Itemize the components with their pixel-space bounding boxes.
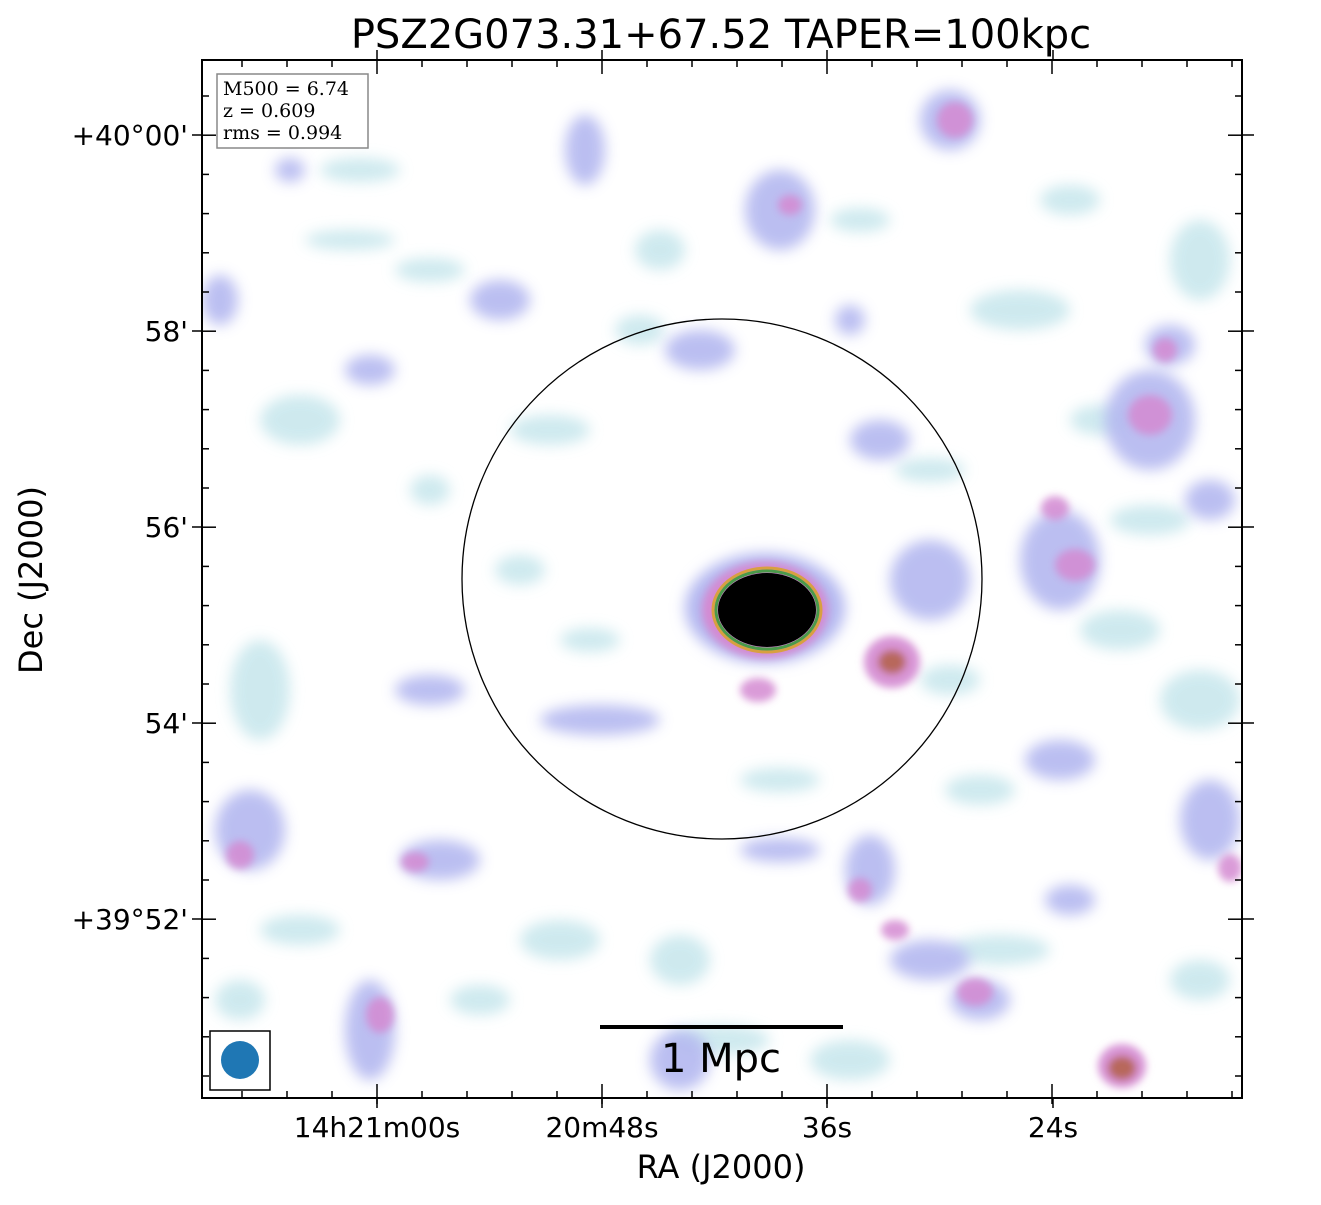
info-box: M500 = 6.74 z = 0.609 rms = 0.994 [216,73,369,149]
beam-ellipse [221,1041,259,1079]
plot-title: PSZ2G073.31+67.52 TAPER=100kpc [351,12,1091,58]
info-rms: rms = 0.994 [223,122,342,144]
plot-frame [201,59,1243,1099]
high-level-emission [226,102,1242,1033]
x-tick-label: 24s [1028,1111,1078,1144]
y-tick-label: 58' [145,315,188,348]
scalebar-label: 1 Mpc [661,1036,781,1082]
x-tick-labels: 14h21m00s 20m48s 36s 24s [294,1111,1078,1144]
y-tick-label: 54' [145,707,188,740]
r500-circle [461,318,983,840]
y-tick-label: 56' [145,511,188,544]
beam-indicator [209,1030,271,1091]
peak-emission [864,636,1146,1088]
emission-map [202,90,1242,1090]
central-source [685,553,845,663]
y-axis-label: Dec (J2000) [12,486,50,674]
axis-ticks [192,50,1254,1108]
x-axis-label: RA (J2000) [637,1148,806,1186]
x-tick-label: 14h21m00s [294,1111,461,1144]
y-tick-labels: +40°00' 58' 56' 54' +39°52' [72,119,188,936]
x-tick-label: 36s [802,1111,852,1144]
core-blob [718,573,816,647]
x-tick-label: 20m48s [545,1111,658,1144]
y-tick-label: +40°00' [72,119,188,152]
low-level-emission [215,158,1240,1080]
y-tick-label: +39°52' [72,903,188,936]
info-redshift: z = 0.609 [223,100,315,122]
info-m500: M500 = 6.74 [223,78,349,100]
scalebar: 1 Mpc [600,1025,843,1082]
